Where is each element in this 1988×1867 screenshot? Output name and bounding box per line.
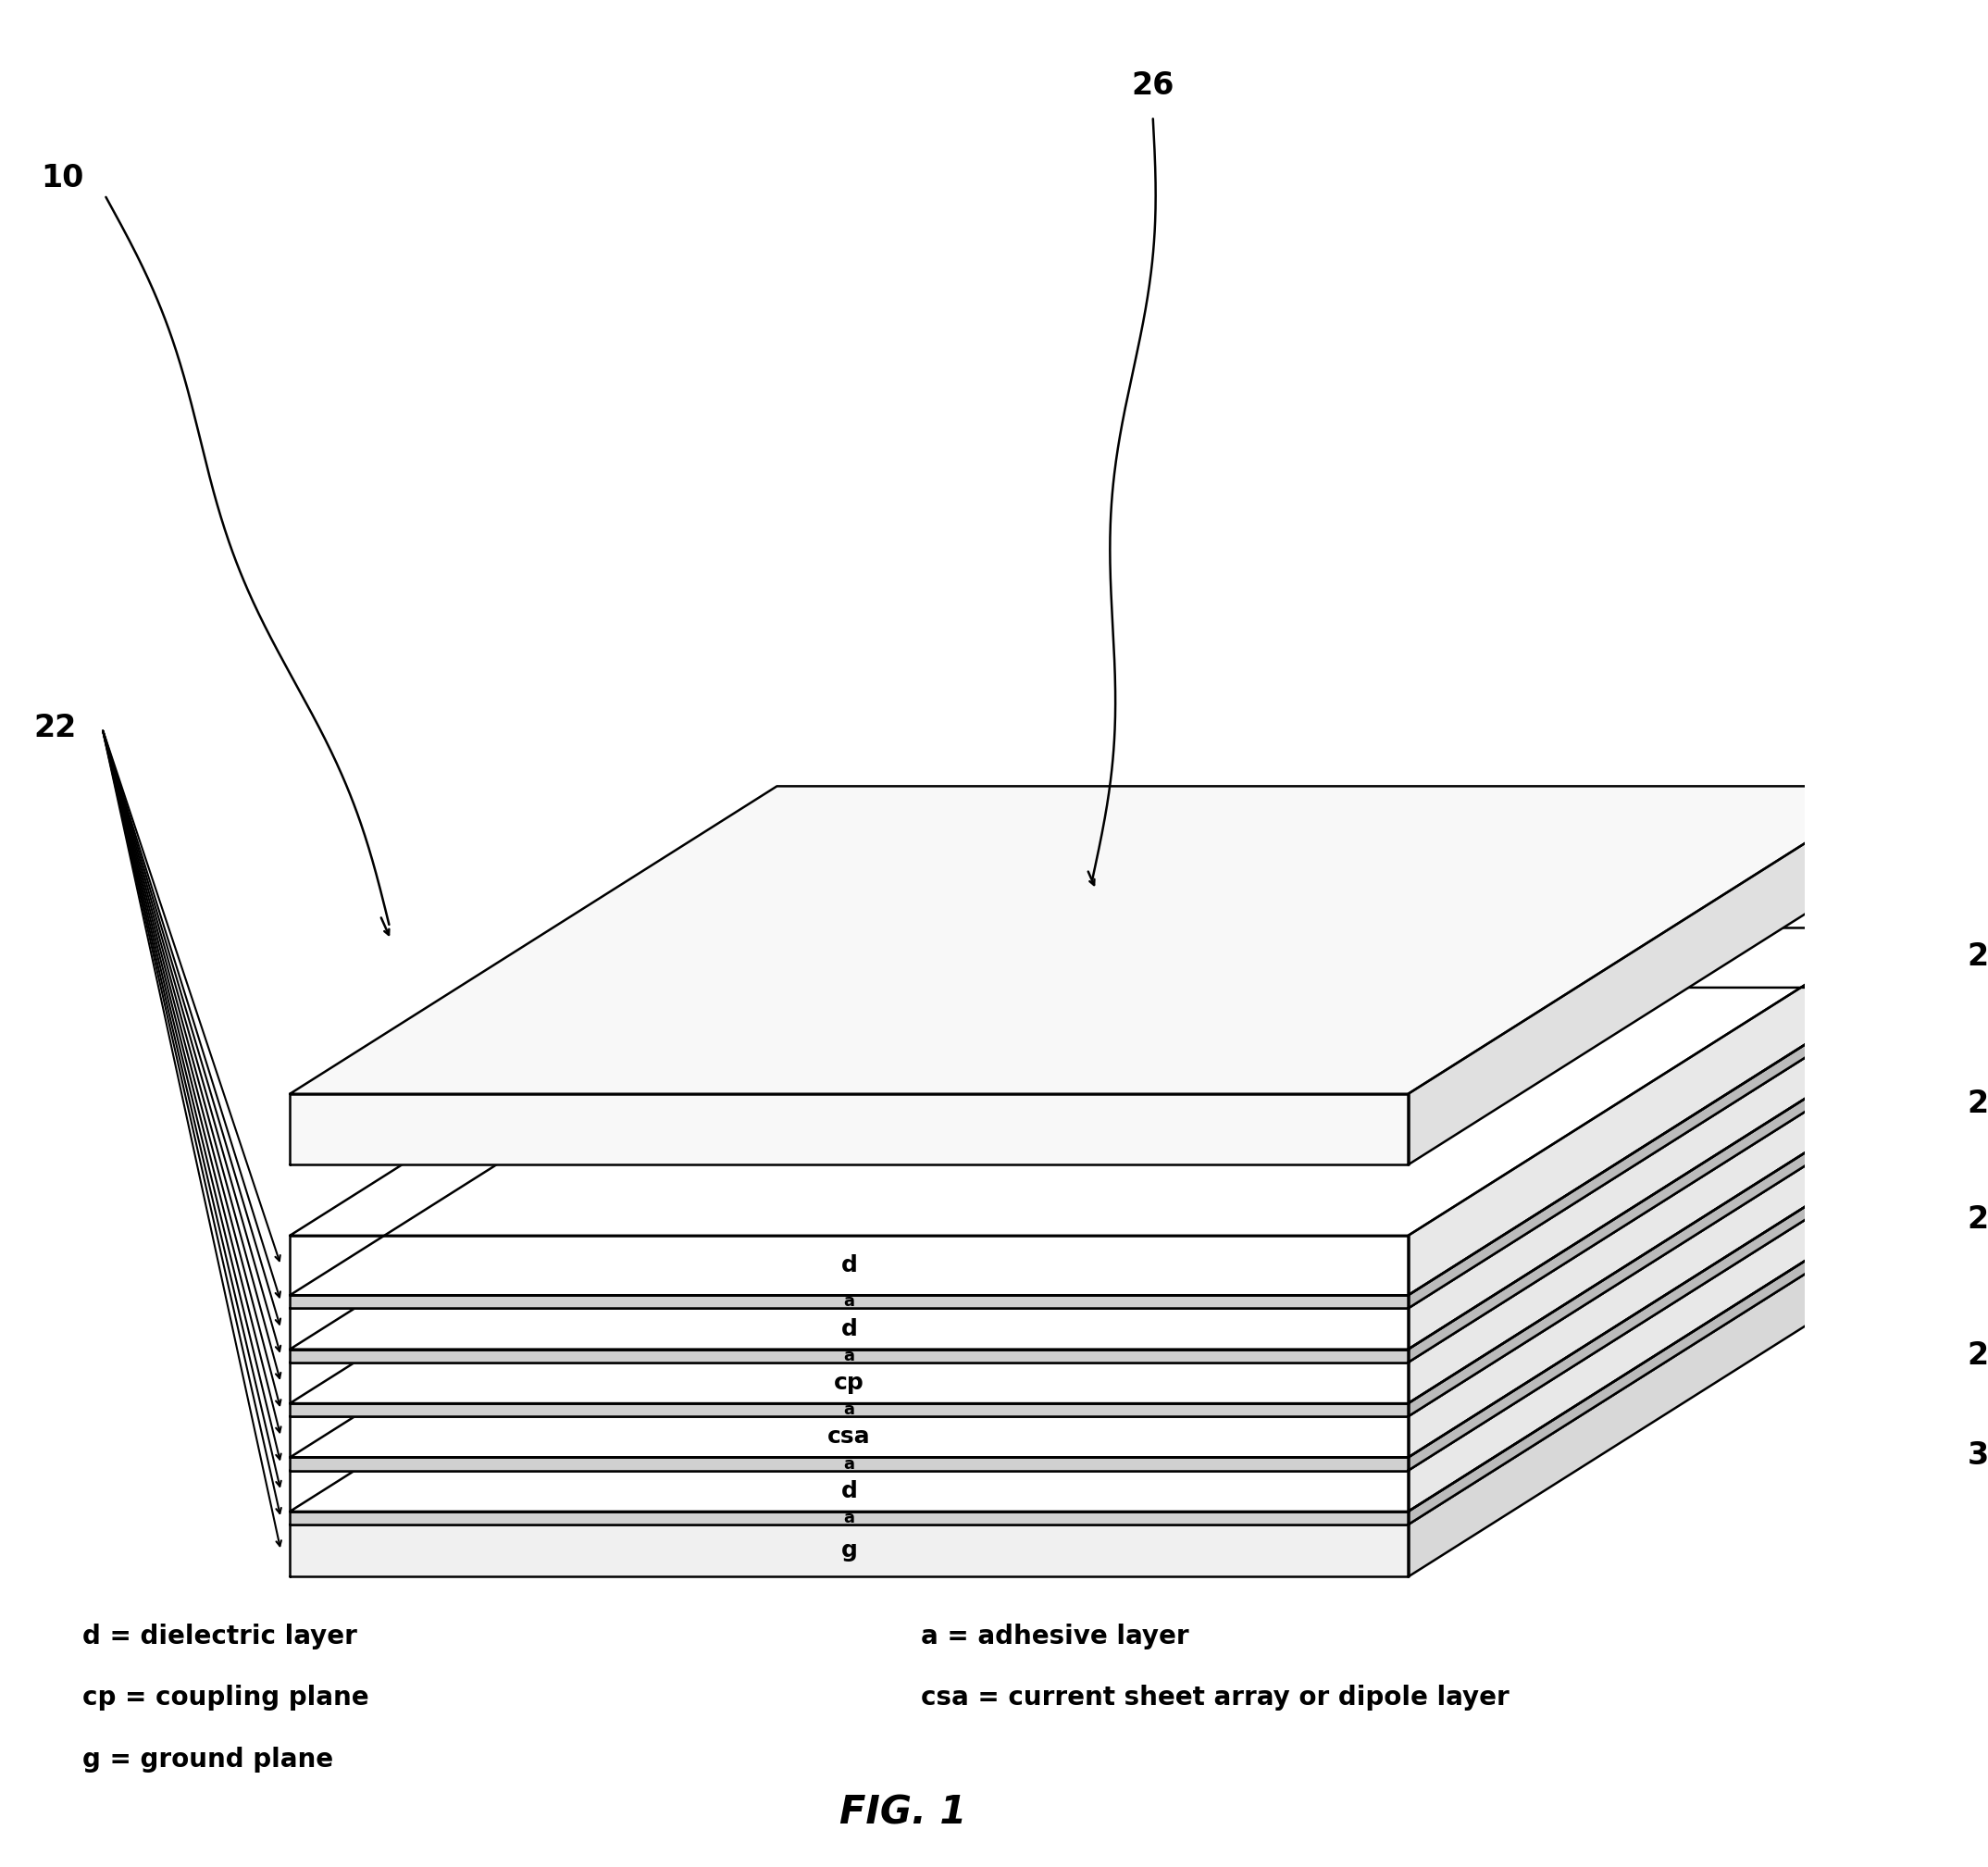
Polygon shape bbox=[290, 928, 1895, 1236]
Text: 26: 26 bbox=[1131, 69, 1175, 101]
Text: g = ground plane: g = ground plane bbox=[82, 1746, 334, 1772]
Polygon shape bbox=[1408, 988, 1895, 1309]
Text: a: a bbox=[843, 1456, 855, 1473]
Polygon shape bbox=[1408, 786, 1895, 1165]
Polygon shape bbox=[1408, 1096, 1895, 1417]
Polygon shape bbox=[290, 1094, 1408, 1165]
Polygon shape bbox=[290, 1471, 1408, 1512]
Text: a: a bbox=[843, 1402, 855, 1419]
Text: 20: 20 bbox=[1968, 1204, 1988, 1234]
Polygon shape bbox=[290, 1204, 1895, 1512]
Polygon shape bbox=[290, 1458, 1408, 1471]
Text: d: d bbox=[841, 1255, 857, 1277]
Polygon shape bbox=[1408, 1204, 1895, 1525]
Polygon shape bbox=[290, 1217, 1895, 1525]
Text: 22: 22 bbox=[34, 713, 78, 743]
Polygon shape bbox=[290, 1296, 1408, 1309]
Polygon shape bbox=[1408, 1042, 1895, 1363]
Polygon shape bbox=[290, 1404, 1408, 1417]
Text: a: a bbox=[843, 1294, 855, 1311]
Text: g: g bbox=[841, 1540, 857, 1561]
Text: cp = coupling plane: cp = coupling plane bbox=[82, 1684, 370, 1710]
Polygon shape bbox=[290, 1150, 1895, 1458]
Polygon shape bbox=[1408, 928, 1895, 1296]
Text: FIG. 1: FIG. 1 bbox=[839, 1794, 966, 1832]
Polygon shape bbox=[290, 1001, 1895, 1309]
Text: d: d bbox=[841, 1481, 857, 1503]
Polygon shape bbox=[290, 1417, 1408, 1458]
Text: d: d bbox=[841, 1318, 857, 1341]
Polygon shape bbox=[1408, 1163, 1895, 1512]
Polygon shape bbox=[290, 786, 1895, 1094]
Polygon shape bbox=[290, 1350, 1408, 1363]
Text: 24: 24 bbox=[1968, 941, 1988, 973]
Text: 30: 30 bbox=[1968, 1439, 1988, 1471]
Text: csa = current sheet array or dipole layer: csa = current sheet array or dipole laye… bbox=[920, 1684, 1509, 1710]
Polygon shape bbox=[290, 1042, 1895, 1350]
Text: 25: 25 bbox=[1968, 1088, 1988, 1120]
Polygon shape bbox=[1408, 1001, 1895, 1350]
Text: 24: 24 bbox=[1968, 1341, 1988, 1370]
Polygon shape bbox=[290, 988, 1895, 1296]
Polygon shape bbox=[1408, 1150, 1895, 1471]
Text: d = dielectric layer: d = dielectric layer bbox=[82, 1622, 358, 1649]
Polygon shape bbox=[290, 1512, 1408, 1525]
Polygon shape bbox=[290, 1363, 1408, 1404]
Polygon shape bbox=[290, 1109, 1895, 1417]
Polygon shape bbox=[1408, 1055, 1895, 1404]
Text: csa: csa bbox=[827, 1426, 871, 1449]
Polygon shape bbox=[290, 1525, 1408, 1578]
Polygon shape bbox=[1408, 1217, 1895, 1578]
Polygon shape bbox=[290, 1236, 1408, 1296]
Text: a = adhesive layer: a = adhesive layer bbox=[920, 1622, 1189, 1649]
Polygon shape bbox=[290, 1309, 1408, 1350]
Text: 10: 10 bbox=[42, 162, 83, 194]
Polygon shape bbox=[290, 1163, 1895, 1471]
Text: cp: cp bbox=[833, 1372, 865, 1395]
Text: a: a bbox=[843, 1348, 855, 1365]
Polygon shape bbox=[290, 1096, 1895, 1404]
Polygon shape bbox=[290, 1055, 1895, 1363]
Text: a: a bbox=[843, 1510, 855, 1527]
Polygon shape bbox=[1408, 1109, 1895, 1458]
